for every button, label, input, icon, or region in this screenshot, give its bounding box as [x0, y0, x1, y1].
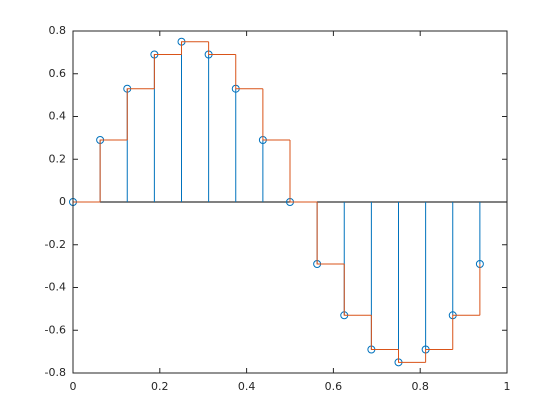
stairs-step: [452, 314, 480, 350]
y-tick-label: 0: [59, 195, 66, 208]
x-tick-label: 0.2: [151, 380, 169, 393]
axes-box: [72, 30, 508, 374]
x-tick-label: 0.8: [411, 380, 429, 393]
stairs-step: [235, 54, 263, 90]
x-tick-label: 0.6: [325, 380, 343, 393]
y-tick-label: 0.2: [49, 152, 67, 165]
stairs-step: [343, 263, 372, 316]
stairs-step: [262, 88, 290, 141]
stairs-step: [99, 139, 128, 202]
y-tick-label: 0.4: [49, 110, 67, 123]
stairs-step: [398, 349, 426, 363]
x-tick-label: 1: [504, 380, 511, 393]
y-tick-label: 0.6: [49, 67, 67, 80]
y-tick-label: -0.6: [45, 323, 66, 336]
y-tick-label: 0.8: [49, 24, 67, 37]
y-tick-label: -0.2: [45, 238, 66, 251]
stairs-step: [153, 54, 182, 89]
stairs-step: [370, 315, 399, 350]
x-tick-label: 0: [70, 380, 77, 393]
stairs-step: [316, 202, 345, 265]
stairs-step: [126, 88, 155, 141]
stairs-step: [181, 41, 209, 55]
y-tick-label: -0.8: [45, 366, 66, 379]
x-tick-label: 0.4: [238, 380, 256, 393]
stairs-step: [289, 140, 318, 203]
stairs-step: [208, 41, 236, 56]
y-tick-label: -0.4: [45, 281, 66, 294]
stairs-step: [425, 348, 453, 363]
